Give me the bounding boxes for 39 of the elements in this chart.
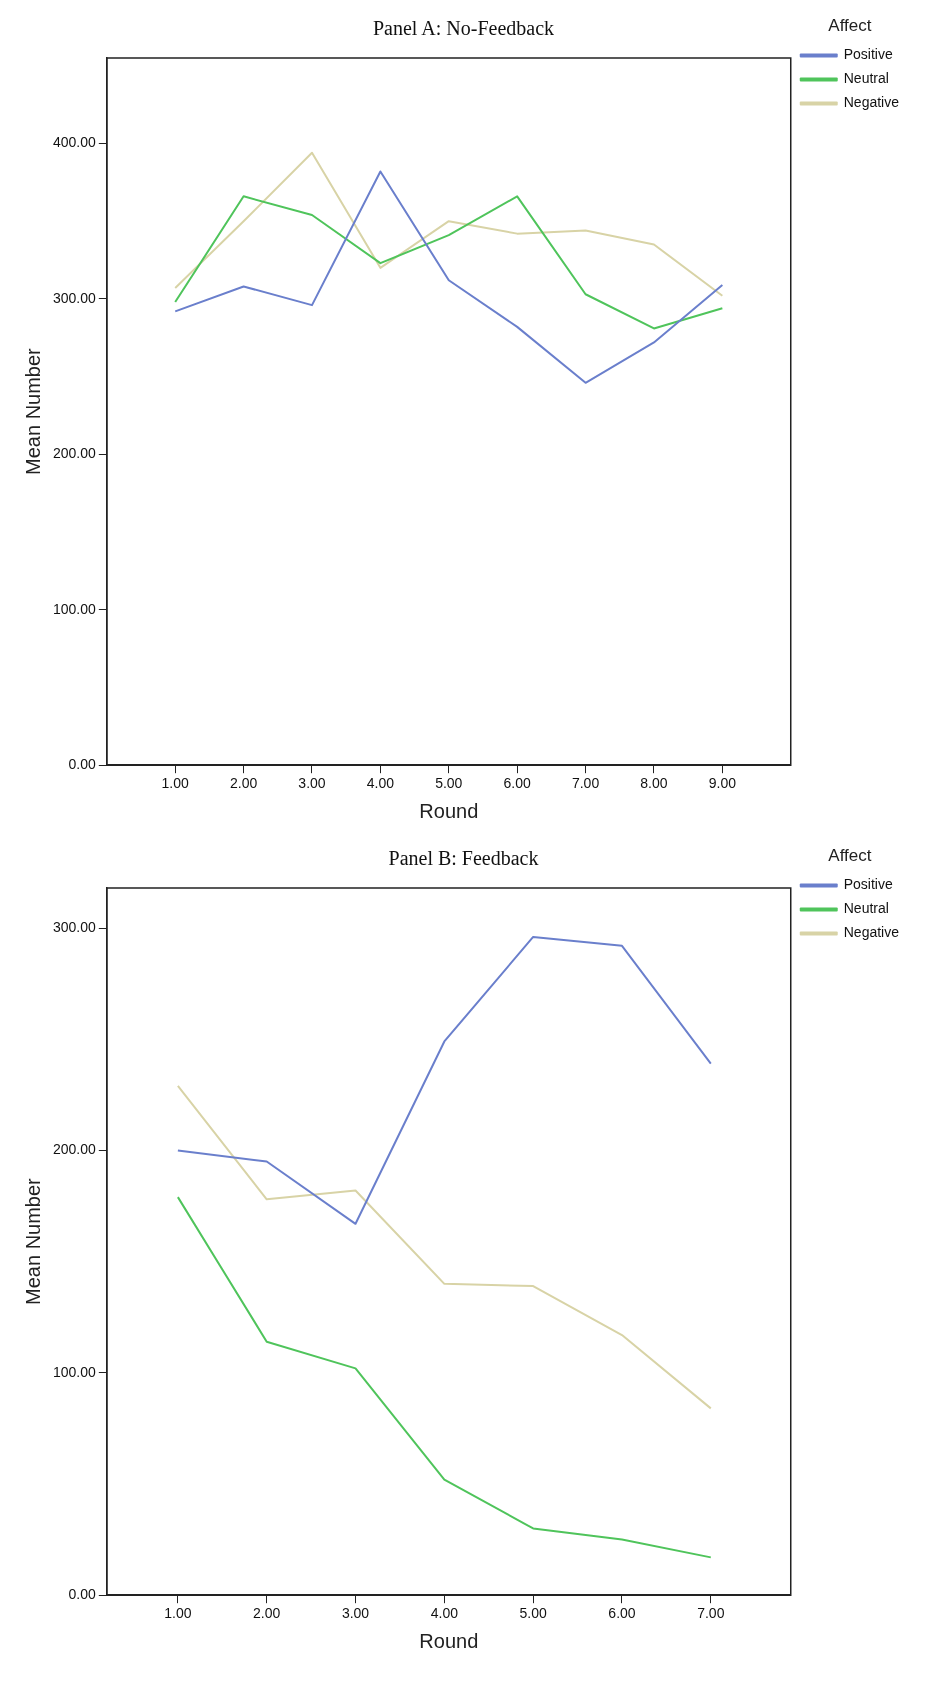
legend-label: Positive xyxy=(843,46,893,63)
x-tick-label: 4.00 xyxy=(366,775,395,792)
x-tick-label: 6.00 xyxy=(503,775,532,792)
x-tick-label: 4.00 xyxy=(430,1605,459,1622)
x-tick-label: 3.00 xyxy=(298,775,326,792)
y-tick-label: 400.00 xyxy=(52,134,97,151)
legend-title: Affect xyxy=(828,846,872,866)
x-tick-label: 6.00 xyxy=(608,1605,636,1622)
y-tick-label: 100.00 xyxy=(52,600,97,617)
legend-label: Positive xyxy=(843,876,893,893)
x-tick-label: 5.00 xyxy=(519,1605,547,1622)
x-tick-label: 9.00 xyxy=(708,775,737,792)
x-tick-label: 5.00 xyxy=(435,775,463,792)
y-tick-label: 100.00 xyxy=(52,1363,97,1380)
legend-label: Negative xyxy=(843,924,900,941)
y-tick-label: 200.00 xyxy=(52,1141,97,1158)
x-tick-label: 7.00 xyxy=(697,1605,725,1622)
x-tick-label: 8.00 xyxy=(640,775,668,792)
x-tick-label: 1.00 xyxy=(164,1605,192,1622)
y-tick-label: 200.00 xyxy=(52,445,97,462)
x-axis-title: Round xyxy=(419,799,479,822)
chart-title: Panel A: No-Feedback xyxy=(372,17,555,40)
legend-label: Negative xyxy=(843,94,900,111)
x-tick-label: 2.00 xyxy=(253,1605,281,1622)
legend-title: Affect xyxy=(828,16,872,36)
chart-title: Panel B: Feedback xyxy=(388,847,539,870)
y-tick-label: 300.00 xyxy=(52,289,97,306)
x-axis-title: Round xyxy=(419,1629,479,1652)
y-tick-label: 300.00 xyxy=(52,918,97,935)
x-tick-label: 2.00 xyxy=(229,775,258,792)
y-tick-label: 0.00 xyxy=(68,756,97,773)
x-tick-label: 3.00 xyxy=(341,1605,370,1622)
legend-label: Neutral xyxy=(843,900,889,917)
y-axis-title: Mean Number xyxy=(21,347,44,475)
x-tick-label: 1.00 xyxy=(161,775,190,792)
y-tick-label: 0.00 xyxy=(68,1586,97,1603)
x-tick-label: 7.00 xyxy=(571,775,600,792)
legend-label: Neutral xyxy=(843,70,889,87)
y-axis-title: Mean Number xyxy=(21,1177,44,1305)
